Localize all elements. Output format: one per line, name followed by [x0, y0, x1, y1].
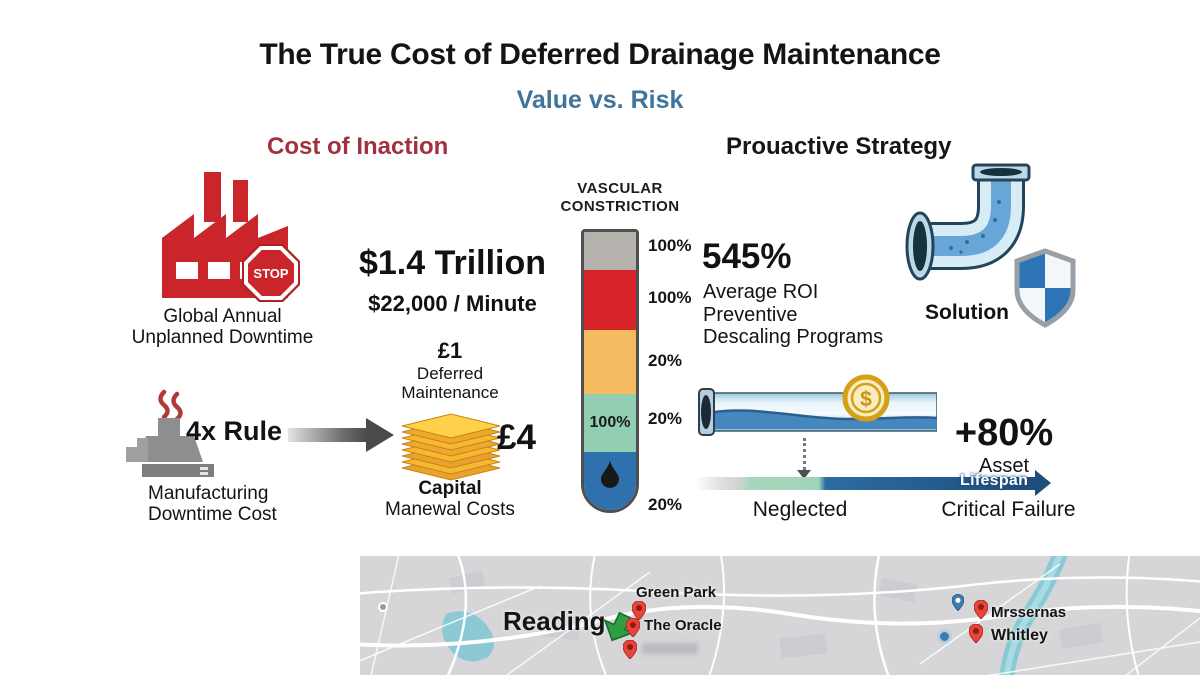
- timeline-left-label: Neglected: [752, 498, 848, 521]
- lifespan-caption: Asset: [978, 455, 1030, 477]
- red-map-pin-icon: [626, 618, 640, 637]
- stop-sign-icon: STOP: [242, 244, 300, 302]
- roi-caption: Average ROI Preventive Descaling Program…: [703, 281, 884, 348]
- tube-segment-amber: [584, 330, 636, 394]
- arrow-right-icon: [288, 428, 368, 442]
- map-background: [360, 556, 1200, 675]
- lifespan-value: +80%: [954, 412, 1054, 454]
- solution-label: Solution: [925, 301, 1009, 324]
- map-lake: [442, 611, 495, 662]
- money-stack-icon: [401, 413, 501, 481]
- timeline-right-label: Critical Failure: [941, 498, 1076, 521]
- capital-cost-value: £4: [497, 418, 536, 457]
- downtime-cost-rate: $22,000 / Minute: [368, 291, 537, 316]
- dotted-down-arrow-head-icon: [797, 470, 811, 479]
- page-title: The True Cost of Deferred Drainage Maint…: [259, 38, 941, 71]
- shield-check-icon: [1014, 248, 1076, 328]
- tube-segment-blue: [584, 452, 636, 510]
- map-pin-label-mrssernas: Mrssernas: [991, 604, 1067, 621]
- map-city-label: Reading: [503, 606, 606, 636]
- map-roads: [360, 556, 1200, 675]
- svg-text:$: $: [860, 388, 872, 411]
- rule-caption: Manufacturing Downtime Cost: [148, 483, 277, 525]
- red-map-pin-icon: [632, 601, 646, 620]
- horizontal-pipe-icon: [698, 388, 937, 436]
- arrow-right-head-icon: [366, 418, 394, 452]
- tube-tick-4: 20%: [648, 495, 683, 514]
- tube-tick-1: 100%: [648, 288, 692, 307]
- section-header-proactive-strategy: Prouactive Strategy: [726, 133, 952, 160]
- smokestack-icon: [126, 389, 214, 477]
- map-faded-label: [642, 643, 698, 654]
- elbow-pipe-icon: [905, 163, 1031, 281]
- tube-tick-2: 20%: [648, 351, 683, 370]
- tube-segment-teal: 100%: [584, 394, 636, 452]
- lifespan-arrow-label: Lifespan: [960, 472, 1029, 489]
- test-tube-icon: 100%: [581, 229, 639, 513]
- tube-segment-red: [584, 270, 636, 330]
- tube-tick-0: 100%: [648, 236, 692, 255]
- section-header-cost-of-inaction: Cost of Inaction: [267, 133, 449, 160]
- map-pin-label-green-park: Green Park: [636, 584, 717, 601]
- downtime-caption: Global Annual Unplanned Downtime: [131, 306, 314, 348]
- tube-tick-3: 20%: [648, 409, 683, 428]
- map-gray-marker: [378, 602, 388, 612]
- lifespan-timeline-arrowhead: [1035, 470, 1051, 496]
- page-subtitle: Value vs. Risk: [516, 86, 684, 114]
- capital-cost-caption: Capital Manewal Costs: [385, 478, 515, 520]
- red-map-pin-icon: [623, 640, 637, 659]
- tube-segment-gray: [584, 232, 636, 270]
- map-pin-label-the-oracle: The Oracle: [644, 617, 722, 634]
- deferred-maintenance-ratio: £1 Deferred Maintenance: [401, 338, 499, 402]
- reading-map: Reading Green Park The Oracle Mrssernas …: [360, 556, 1200, 675]
- roi-value: 545%: [702, 237, 792, 276]
- svg-text:STOP: STOP: [253, 266, 288, 281]
- red-map-pin-icon: [969, 624, 983, 643]
- droplet-icon: [601, 459, 619, 488]
- downtime-cost-value: $1.4 Trillion: [358, 244, 547, 282]
- blue-map-pin-icon: [952, 594, 964, 611]
- factory-stop-icon: STOP: [162, 172, 300, 302]
- map-pin-label-whitley: Whitley: [991, 627, 1048, 644]
- dotted-down-arrow-icon: [803, 438, 806, 470]
- blue-circle-marker: [937, 629, 952, 644]
- dollar-coin-icon: $: [842, 374, 890, 422]
- red-map-pin-icon: [974, 600, 988, 619]
- lifespan-timeline-bar: [697, 477, 1035, 490]
- rule-value: 4x Rule: [186, 416, 283, 446]
- vascular-constriction-label: VASCULAR CONSTRICTION: [560, 180, 680, 215]
